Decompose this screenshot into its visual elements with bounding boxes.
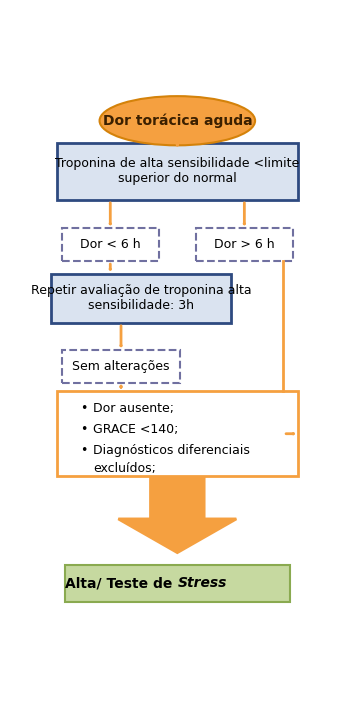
FancyBboxPatch shape: [57, 391, 298, 476]
FancyBboxPatch shape: [51, 274, 231, 323]
FancyBboxPatch shape: [62, 229, 158, 261]
Text: Dor < 6 h: Dor < 6 h: [80, 239, 140, 251]
Text: Alta/ Teste de: Alta/ Teste de: [65, 577, 177, 590]
Text: Stress: Stress: [177, 577, 227, 590]
Text: Dor ausente;: Dor ausente;: [93, 403, 174, 415]
FancyBboxPatch shape: [196, 229, 293, 261]
FancyBboxPatch shape: [62, 350, 180, 383]
Text: •: •: [80, 423, 87, 436]
FancyBboxPatch shape: [57, 143, 298, 200]
Text: GRACE <140;: GRACE <140;: [93, 423, 178, 436]
Text: excluídos;: excluídos;: [93, 462, 156, 475]
Polygon shape: [118, 478, 236, 552]
Text: Repetir avaliação de troponina alta
sensibilidade: 3h: Repetir avaliação de troponina alta sens…: [31, 285, 252, 312]
FancyBboxPatch shape: [65, 564, 290, 602]
Text: Dor > 6 h: Dor > 6 h: [214, 239, 275, 251]
Text: Troponina de alta sensibilidade <limite
superior do normal: Troponina de alta sensibilidade <limite …: [55, 158, 299, 185]
Text: Sem alterações: Sem alterações: [72, 360, 170, 373]
Text: •: •: [80, 444, 87, 457]
Ellipse shape: [100, 96, 255, 146]
Text: Diagnósticos diferenciais: Diagnósticos diferenciais: [93, 444, 250, 457]
Text: Dor torácica aguda: Dor torácica aguda: [102, 114, 252, 128]
Text: •: •: [80, 403, 87, 415]
